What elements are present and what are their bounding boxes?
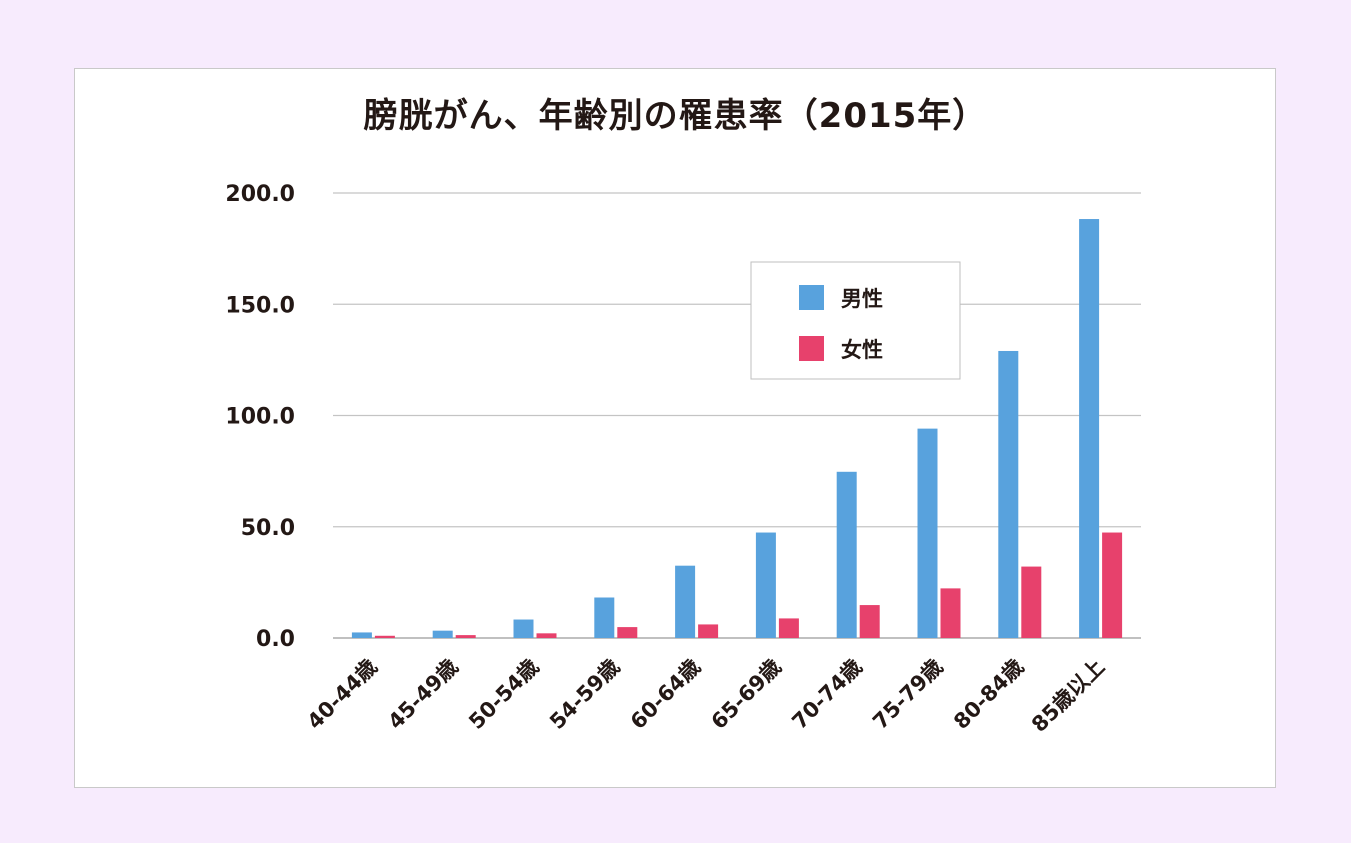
bar [755,532,776,638]
bar [859,605,880,638]
bar [432,630,453,638]
bar [675,565,696,638]
x-tick-label: 40-44歳 [303,655,382,734]
bar [836,471,857,638]
bar [1021,566,1042,638]
bar [698,624,719,638]
x-tick-label: 80-84歳 [949,655,1028,734]
legend-swatch [799,285,824,310]
y-tick-label: 150.0 [225,293,295,318]
bar [998,350,1019,638]
legend-label: 女性 [841,338,883,362]
bar [917,428,938,638]
x-tick-label: 60-64歳 [626,655,705,734]
y-tick-label: 100.0 [225,405,295,430]
bar [940,588,961,638]
legend-label: 男性 [841,287,883,311]
y-tick-label: 200.0 [225,182,295,207]
x-tick-label: 75-79歳 [868,655,947,734]
x-tick-label: 65-69歳 [707,655,786,734]
x-axis-ticks: 40-44歳 45-49歳 50-54歳 54-59歳 60-64歳 65-69歳 70-7… [303,655,1110,737]
bar [617,627,638,638]
x-tick-label: 45-49歳 [383,655,462,734]
legend-box [750,261,961,380]
bar [351,632,372,638]
x-tick-label: 85歳以上 [1027,655,1109,737]
bar [513,619,534,638]
bar [536,633,557,638]
chart-card [74,68,1276,788]
legend-swatch [799,336,824,361]
x-tick-label: 50-54歳 [464,655,543,734]
y-axis-ticks: 0.0 50.0 100.0 150.0 200.0 [225,182,295,652]
bar [778,618,799,638]
bar [455,635,476,638]
bar [594,597,615,638]
bar [374,635,395,638]
bars [351,219,1123,638]
gridlines [333,192,1141,639]
bar [1102,532,1123,638]
y-tick-label: 0.0 [256,627,295,652]
chart-title: 膀胱がん、年齢別の罹患率（2015年） [363,96,988,136]
y-tick-label: 50.0 [241,516,295,541]
bar [1079,219,1100,638]
x-tick-label: 54-59歳 [545,655,624,734]
x-tick-label: 70-74歳 [787,655,866,734]
